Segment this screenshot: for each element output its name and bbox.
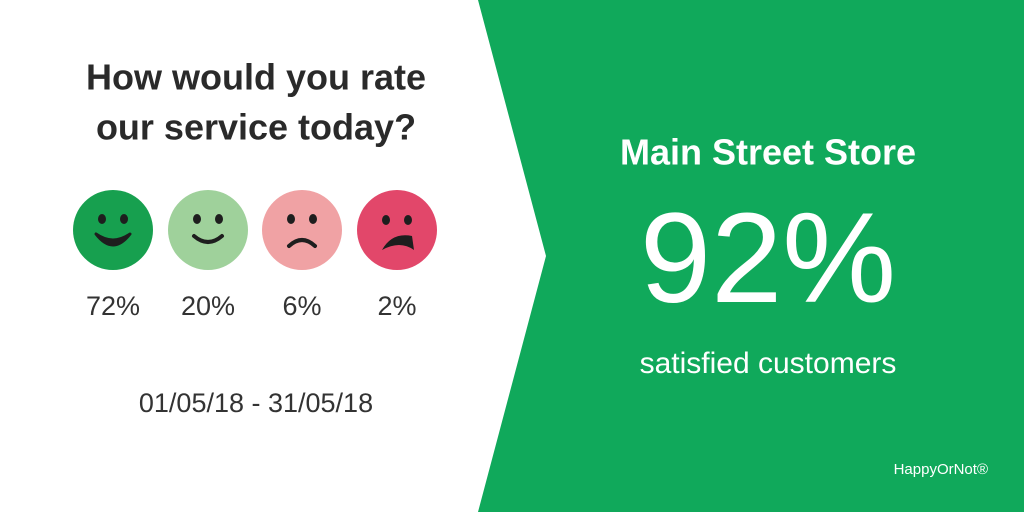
question-line: How would you rate: [86, 57, 426, 98]
date-range: 01/05/18 - 31/05/18: [139, 388, 373, 418]
face-happy: [168, 190, 248, 270]
score: 92%: [640, 187, 896, 330]
question-line: our service today?: [96, 107, 416, 148]
store-name: Main Street Store: [620, 132, 916, 173]
score-caption: satisfied customers: [640, 347, 897, 380]
face-very-unhappy: [357, 190, 437, 270]
face-unhappy: [262, 190, 342, 270]
rating-label: 72%: [86, 291, 140, 321]
rating-label: 2%: [377, 291, 416, 321]
rating-label: 6%: [282, 291, 321, 321]
rating-label: 20%: [181, 291, 235, 321]
face-very-happy: [73, 190, 153, 270]
green-panel: [478, 0, 1024, 512]
brand: HappyOrNot®: [894, 461, 988, 478]
